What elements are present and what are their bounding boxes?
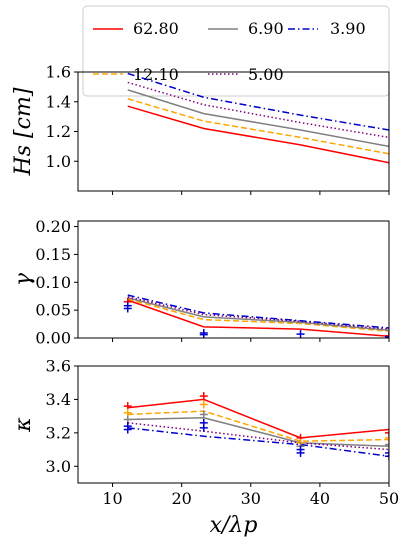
marker-6-90 — [385, 440, 389, 449]
marker-12-10 — [123, 408, 132, 417]
plot-area — [123, 392, 389, 461]
plot-area — [123, 294, 389, 338]
marker-12-10 — [199, 400, 208, 409]
series-line-12-10 — [127, 410, 389, 442]
series-line-5-00 — [127, 296, 389, 330]
y-tick-label: 1.4 — [46, 92, 71, 111]
legend-label-62-80: 62.80 — [133, 19, 179, 38]
marker-3-90 — [385, 448, 389, 457]
series-line-5-00 — [127, 81, 389, 139]
x-tick-label: 30 — [241, 489, 261, 508]
y-tick-label: 0.00 — [35, 329, 71, 348]
y-tick-label: 1.0 — [46, 152, 71, 171]
legend-entry-3-90: 3.90 — [288, 19, 366, 38]
y-axis-label: Hs [cm] — [11, 87, 36, 176]
series-line-6-90 — [127, 297, 389, 331]
series-line-12-10 — [127, 298, 389, 333]
marker-3-90 — [296, 448, 305, 457]
y-tick-label: 0.15 — [35, 245, 71, 264]
y-tick-label: 1.2 — [46, 122, 71, 141]
marker-62-80 — [385, 428, 389, 437]
marker-3-90 — [199, 328, 208, 337]
y-tick-label: 3.4 — [46, 390, 71, 409]
marker-3-90 — [199, 423, 208, 432]
x-tick-label: 10 — [102, 489, 122, 508]
series-line-5-00 — [127, 422, 389, 451]
y-axis-label: γ — [11, 272, 36, 286]
series-line-62-80 — [127, 105, 389, 164]
series-line-62-80 — [127, 398, 389, 439]
marker-62-80 — [199, 392, 208, 401]
y-tick-label: 0.10 — [35, 273, 71, 292]
y-tick-label: 3.2 — [46, 423, 71, 442]
legend-label-5-00: 5.00 — [248, 65, 284, 84]
marker-3-90 — [123, 301, 132, 310]
y-axis-label: κ — [11, 417, 36, 433]
panel-wave-height: 1.0 1.2 1.4 1.6 Hs [cm] — [11, 63, 390, 195]
y-tick-label: 3.6 — [46, 357, 71, 376]
x-tick-label: 20 — [171, 489, 191, 508]
series-line-3-90 — [127, 72, 389, 131]
series-line-6-90 — [127, 89, 389, 148]
series-line-12-10 — [127, 98, 389, 155]
x-axis-label: x/λp — [210, 513, 258, 538]
marker-62-80 — [385, 331, 389, 338]
marker-3-90 — [123, 425, 132, 434]
axes-frame — [77, 365, 390, 484]
y-tick-label: 0.20 — [35, 217, 71, 236]
legend-entry-5-00: 5.00 — [208, 65, 284, 84]
series-line-3-90 — [127, 294, 389, 329]
marker-3-90 — [296, 330, 305, 338]
series-line-3-90 — [127, 427, 389, 458]
legend-entry-6-90: 6.90 — [208, 19, 284, 38]
marker-12-10 — [385, 433, 389, 442]
marker-3-90 — [385, 452, 389, 461]
y-tick-label: 1.6 — [46, 63, 71, 82]
y-tick-label: 3.0 — [46, 457, 71, 476]
y-tick-label: 0.05 — [35, 301, 71, 320]
axes-frame — [77, 220, 390, 339]
marker-62-80 — [123, 402, 132, 411]
legend-label-12-10: 12.10 — [133, 65, 179, 84]
series-line-6-90 — [127, 417, 389, 447]
marker-6-90 — [199, 410, 208, 419]
marker-3-90 — [385, 332, 389, 338]
plot-area — [127, 72, 389, 164]
legend: 62.80 6.90 3.90 12.10 5.00 — [82, 5, 390, 97]
legend-label-3-90: 3.90 — [330, 19, 366, 38]
legend-entry-62-80: 62.80 — [93, 19, 179, 38]
panel-kappa: 3.0 3.2 3.4 3.6 10 20 30 40 50 κ x/λp — [11, 357, 399, 539]
legend-label-6-90: 6.90 — [248, 19, 284, 38]
series-line-62-80 — [127, 299, 389, 338]
x-tick-label: 40 — [310, 489, 330, 508]
x-tick-label: 50 — [379, 489, 399, 508]
panel-gamma: 0.00 0.05 0.10 0.15 0.20 γ — [11, 217, 390, 348]
marker-6-90 — [123, 415, 132, 424]
